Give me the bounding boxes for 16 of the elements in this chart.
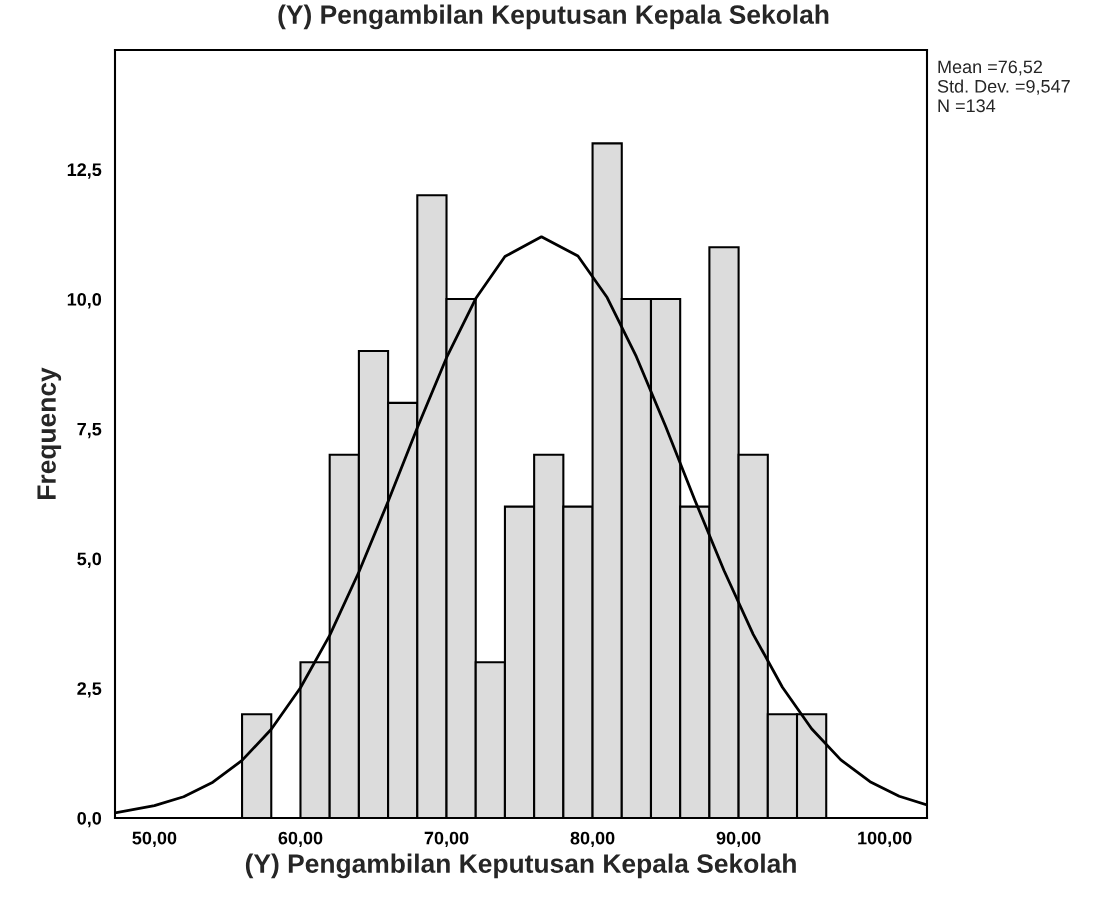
x-tick-label: 60,00 — [278, 831, 323, 848]
y-axis-title: Frequency — [37, 367, 62, 499]
x-tick-label: 100,00 — [858, 831, 912, 848]
y-tick-label: 2,5 — [77, 682, 102, 698]
x-tick-label: 70,00 — [424, 831, 469, 848]
text: Mean =76,52 Std. Dev. =9,547 N =134 — [937, 60, 1070, 113]
x-tick-label: 90,00 — [716, 831, 761, 848]
x-axis-title: (Y) Pengambilan Keputusan Kepala Sekolah — [245, 853, 796, 879]
y-tick-label: 10,0 — [67, 293, 102, 309]
x-tick-label: 80,00 — [570, 831, 615, 848]
chart-title: (Y) Pengambilan Keputusan Kepala Sekolah — [278, 4, 829, 30]
x-tick-label: 50,00 — [132, 831, 177, 848]
y-tick-label: 5,0 — [77, 552, 102, 568]
y-tick-label: 7,5 — [77, 422, 102, 439]
y-tick-label: 12,5 — [67, 163, 102, 179]
y-tick-label: 0,0 — [77, 811, 102, 828]
